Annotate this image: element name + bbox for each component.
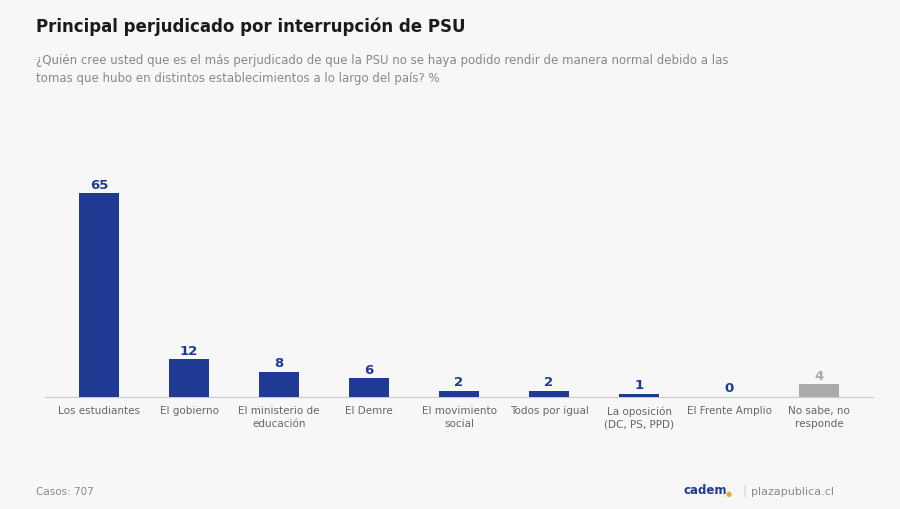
Text: 65: 65 (90, 179, 108, 191)
Text: 6: 6 (364, 363, 373, 376)
Text: 2: 2 (544, 375, 554, 388)
Bar (799, 384, 840, 397)
Text: Casos: 707: Casos: 707 (36, 486, 94, 496)
Text: 12: 12 (180, 344, 198, 357)
Bar (169, 359, 210, 397)
Bar (529, 391, 570, 397)
Text: 2: 2 (454, 375, 464, 388)
Text: 1: 1 (634, 378, 644, 391)
Text: ●: ● (725, 490, 732, 496)
Text: plazapublica.cl: plazapublica.cl (752, 486, 834, 496)
Bar (619, 394, 660, 397)
Text: 0: 0 (724, 382, 733, 394)
Bar (349, 378, 390, 397)
Text: Principal perjudicado por interrupción de PSU: Principal perjudicado por interrupción d… (36, 18, 465, 36)
Bar (259, 372, 299, 397)
Text: 8: 8 (274, 357, 284, 370)
Bar (79, 194, 119, 397)
Text: ¿Quién cree usted que es el más perjudicado de que la PSU no se haya podido rend: ¿Quién cree usted que es el más perjudic… (36, 53, 728, 84)
Text: cadem: cadem (684, 484, 727, 496)
Bar (439, 391, 480, 397)
Text: 4: 4 (814, 369, 824, 382)
Text: |: | (742, 484, 747, 496)
